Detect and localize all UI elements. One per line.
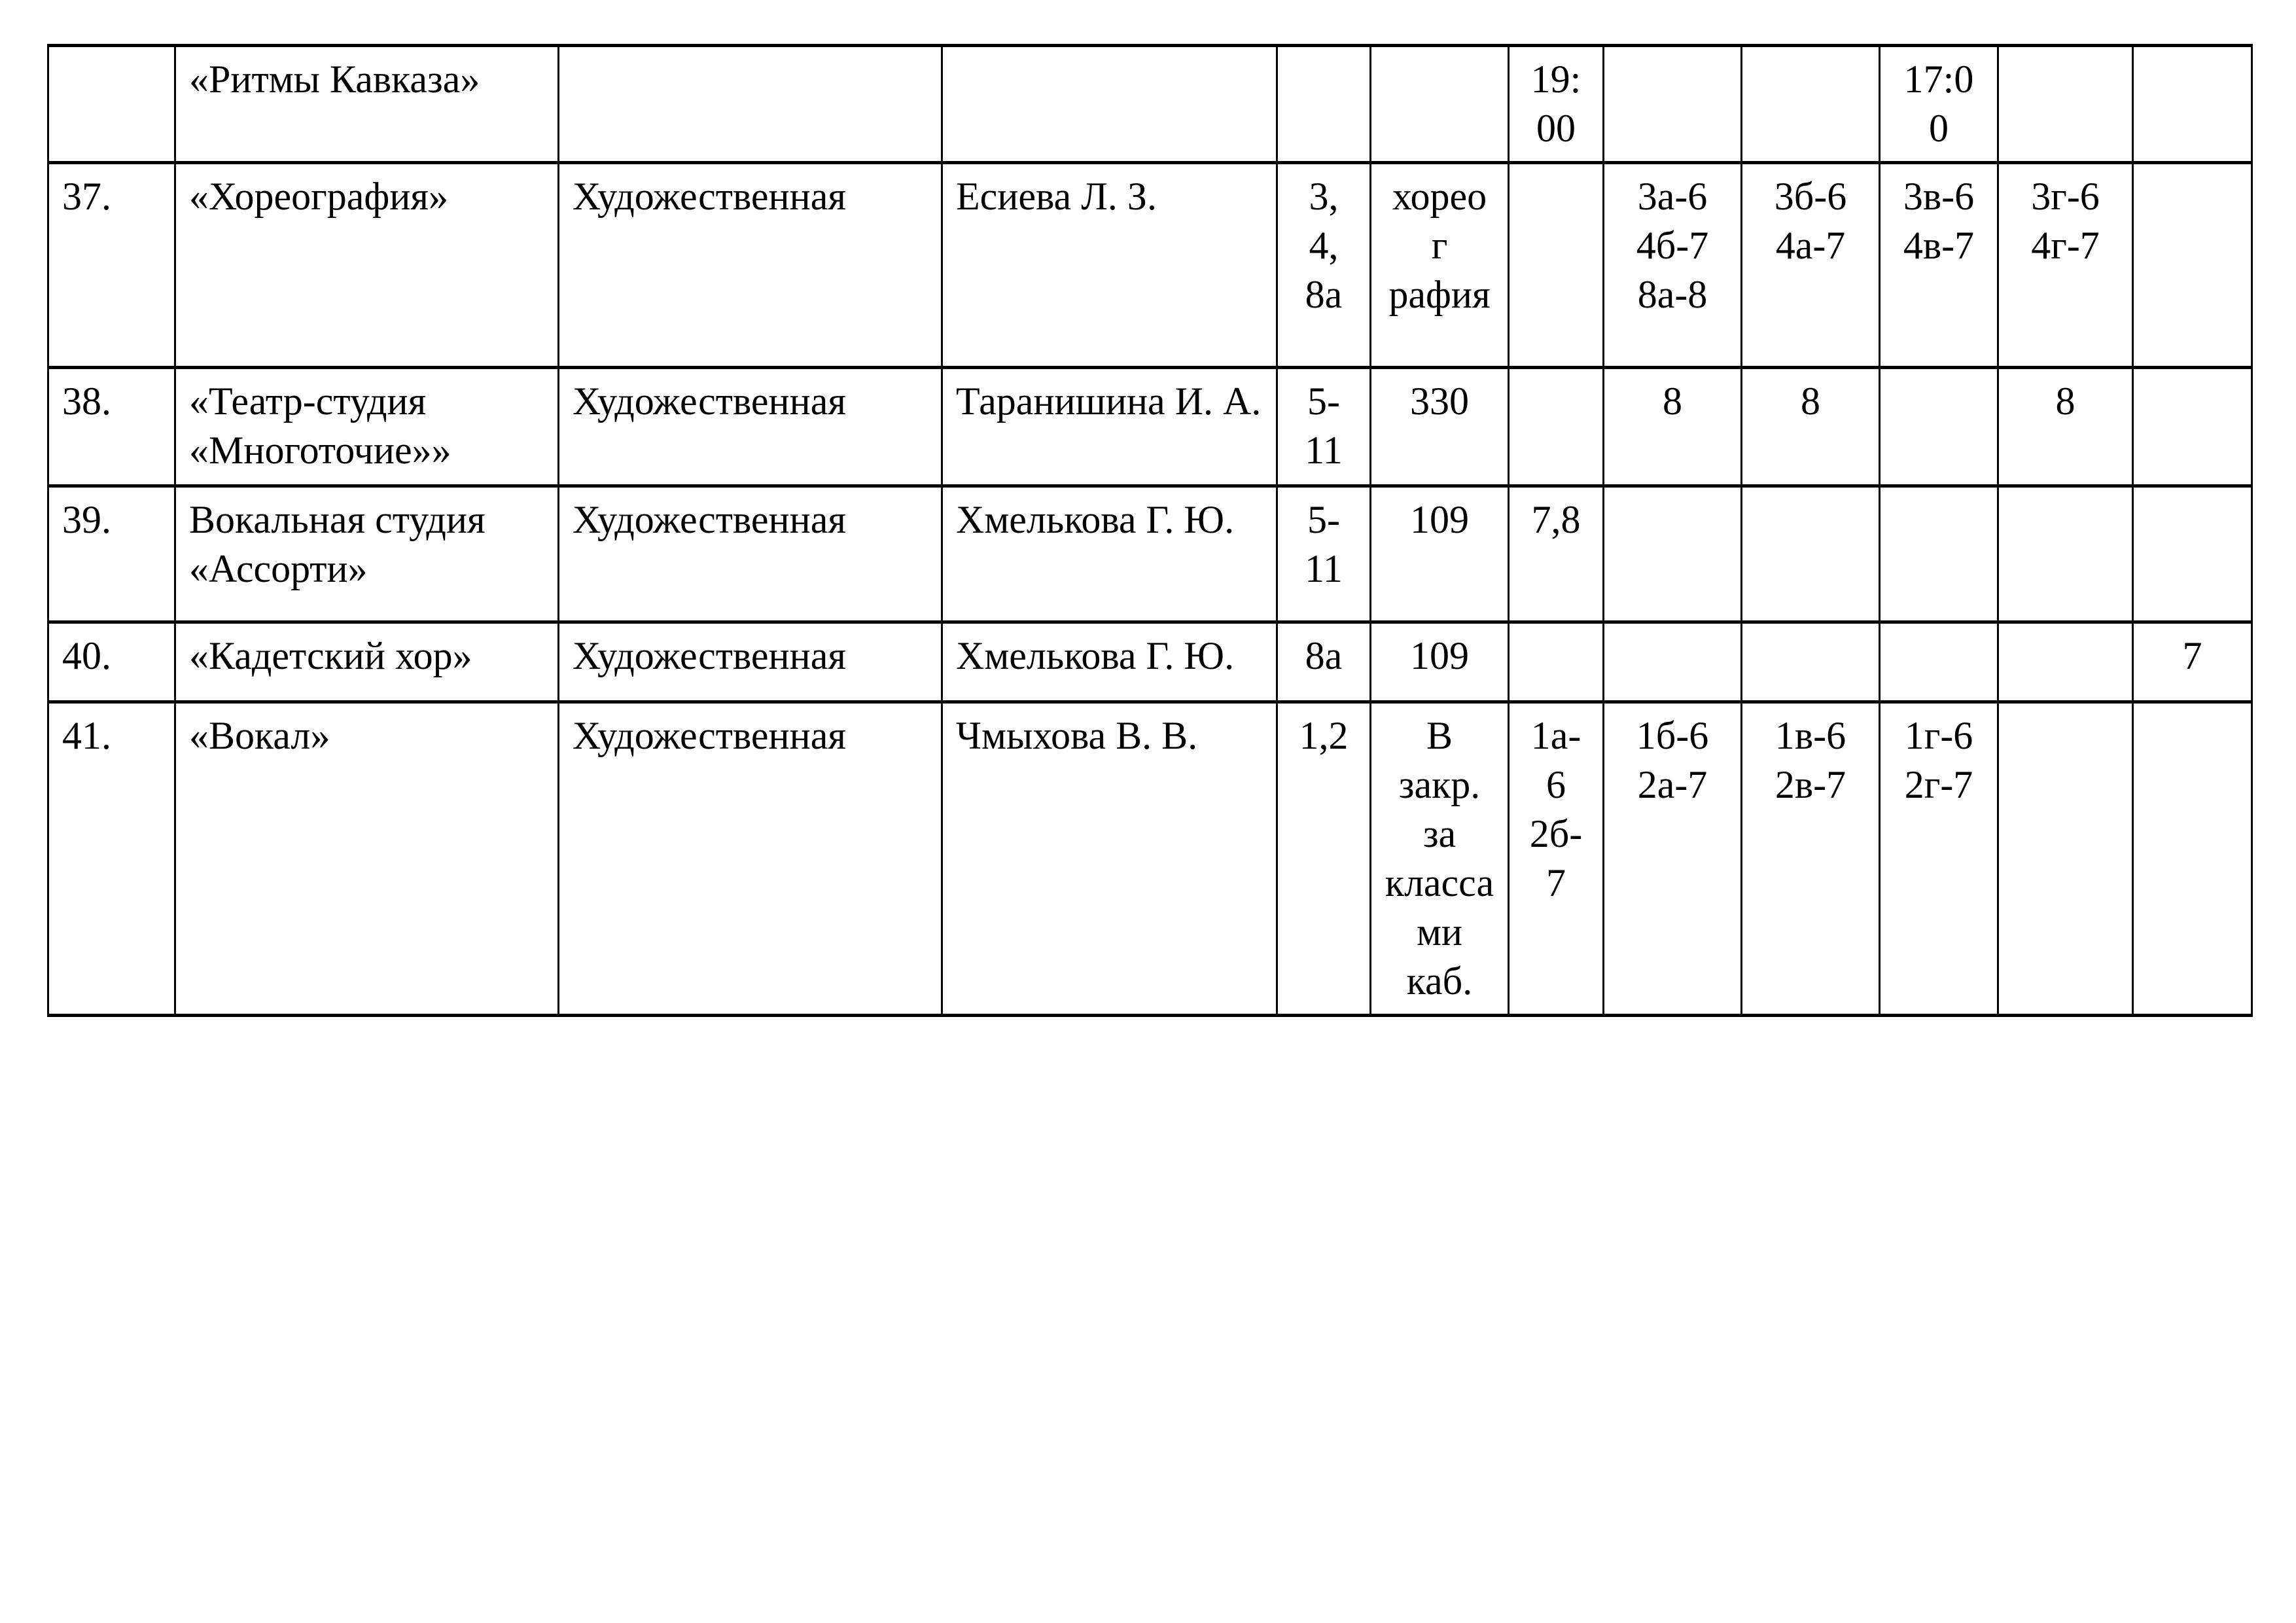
table-cell [1997,484,2134,624]
table-cell [1602,620,1742,704]
table-cell [1740,620,1881,704]
table-cell: 3г-6 4г-7 [1997,161,2134,369]
table-cell: Художественная [557,620,943,704]
table-cell [1879,366,1999,488]
table-row: 37. «Хореография» Художественная Есиева … [47,161,2253,369]
table-cell [1508,620,1604,704]
table-cell: 330 [1369,366,1510,488]
table-cell: Хмелькова Г. Ю. [941,620,1278,704]
table-cell: Художественная [557,366,943,488]
table-cell: 39. [47,484,176,624]
table-cell: Художественная [557,161,943,369]
table-cell [2132,366,2253,488]
table-row: 40. «Кадетский хор» Художественная Хмель… [47,620,2253,704]
table-cell: Есиева Л. З. [941,161,1278,369]
table-cell: «Ритмы Кавказа» [174,44,559,164]
table-cell: Вокальная студия «Ассорти» [174,484,559,624]
table-cell: 37. [47,161,176,369]
table-cell: 8 [1740,366,1881,488]
table-cell: 5- 11 [1276,484,1371,624]
table-cell: 8а [1276,620,1371,704]
table-row: 38. «Театр-студия «Многоточие»» Художест… [47,366,2253,488]
table-cell: Чмыхова В. В. [941,700,1278,1017]
table-cell [1508,161,1604,369]
table-cell [1997,44,2134,164]
table-cell: 1г-6 2г-7 [1879,700,1999,1017]
table-cell: 3б-6 4а-7 [1740,161,1881,369]
table-row: 39. Вокальная студия «Ассорти» Художеств… [47,484,2253,624]
table-cell: Хмелькова Г. Ю. [941,484,1278,624]
table-cell [1602,484,1742,624]
table-cell: 3, 4, 8а [1276,161,1371,369]
table-cell [557,44,943,164]
table-cell [1997,620,2134,704]
table-cell: «Хореография» [174,161,559,369]
table-cell: 8 [1602,366,1742,488]
table-cell [1879,620,1999,704]
table-cell: хореог рафия [1369,161,1510,369]
table-cell [1997,700,2134,1017]
table-cell: 1б-6 2а-7 [1602,700,1742,1017]
table-cell [1740,44,1881,164]
table-cell [2132,484,2253,624]
table-cell: 1в-6 2в-7 [1740,700,1881,1017]
table-cell [1879,484,1999,624]
table-cell: 8 [1997,366,2134,488]
table-cell: 3а-6 4б-7 8а-8 [1602,161,1742,369]
table-cell: 7,8 [1508,484,1604,624]
table-cell [47,44,176,164]
table-row: «Ритмы Кавказа» 19: 00 17:0 0 [47,44,2253,164]
table-cell: 7 [2132,620,2253,704]
table-cell: 40. [47,620,176,704]
activities-table: «Ритмы Кавказа» 19: 00 17:0 0 37. «Хорео… [47,44,2253,1017]
table-cell: 5-11 [1276,366,1371,488]
table-cell [2132,161,2253,369]
table-cell [1508,366,1604,488]
table-cell: «Вокал» [174,700,559,1017]
table-cell [1276,44,1371,164]
table-cell: 1а- 6 2б- 7 [1508,700,1604,1017]
table-cell: 41. [47,700,176,1017]
table-cell: 38. [47,366,176,488]
table-cell [941,44,1278,164]
table-cell [1740,484,1881,624]
table-cell: 1,2 [1276,700,1371,1017]
table-cell: 3в-6 4в-7 [1879,161,1999,369]
table-cell [1602,44,1742,164]
table-cell [2132,44,2253,164]
table-cell: В закр. за классами каб. [1369,700,1510,1017]
table-cell: 17:0 0 [1879,44,1999,164]
table-cell: Художественная [557,700,943,1017]
table-cell: «Театр-студия «Многоточие»» [174,366,559,488]
table-cell: 109 [1369,484,1510,624]
table-cell: «Кадетский хор» [174,620,559,704]
table-cell [2132,700,2253,1017]
table-cell: Таранишина И. А. [941,366,1278,488]
table-cell: 109 [1369,620,1510,704]
table-row: 41. «Вокал» Художественная Чмыхова В. В.… [47,700,2253,1017]
table-cell: Художественная [557,484,943,624]
table-cell: 19: 00 [1508,44,1604,164]
table-cell [1369,44,1510,164]
